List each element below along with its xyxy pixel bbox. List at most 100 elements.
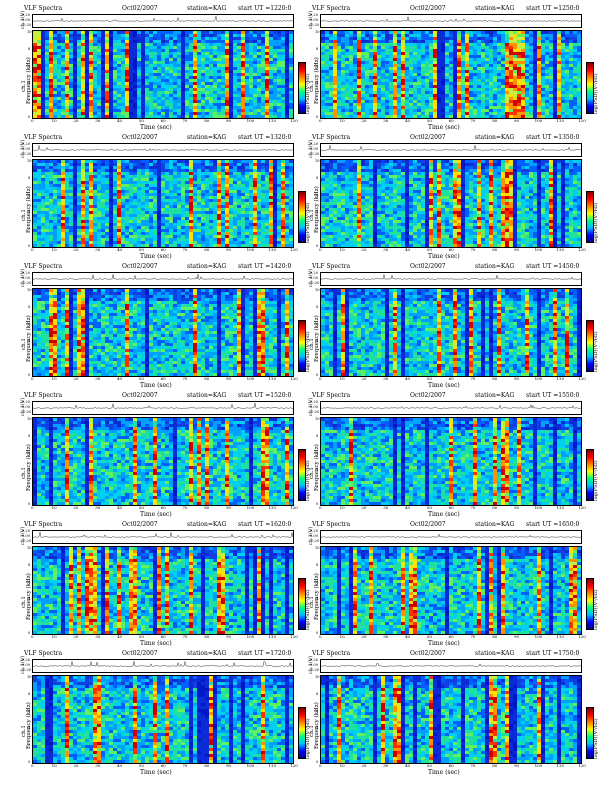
spectrogram-cell bbox=[105, 235, 109, 238]
spectrogram-cell bbox=[181, 67, 185, 70]
spectrogram-cell bbox=[169, 190, 173, 193]
spectrogram-cell bbox=[273, 49, 277, 52]
spectrogram-cell bbox=[393, 58, 397, 61]
spectrogram-cell bbox=[165, 208, 169, 211]
spectrogram-cell bbox=[481, 58, 485, 61]
spectrogram-cell bbox=[133, 181, 137, 184]
spectrogram-cell bbox=[277, 76, 281, 79]
time-tick-label: 110 bbox=[556, 118, 564, 123]
spectrogram-cell bbox=[273, 85, 277, 88]
spectrogram-cell bbox=[405, 52, 409, 55]
spectrogram-cell bbox=[129, 238, 133, 241]
spectrogram-cell bbox=[217, 58, 221, 61]
spectrogram-cell bbox=[405, 31, 409, 34]
spectrogram-cell bbox=[269, 106, 273, 109]
spectrogram-cell bbox=[181, 52, 185, 55]
spectrogram-cell bbox=[121, 88, 125, 91]
spectrogram-cell bbox=[149, 88, 153, 91]
spectrogram-cell bbox=[273, 52, 277, 55]
spectrogram-cell bbox=[145, 67, 149, 70]
spectrogram-cell bbox=[405, 49, 409, 52]
spectrogram-cell bbox=[81, 106, 85, 109]
spectrogram-cell bbox=[437, 34, 441, 37]
spectrogram-cell bbox=[117, 34, 121, 37]
spectrogram-cell bbox=[41, 202, 45, 205]
spectrogram-cell bbox=[61, 226, 65, 229]
spectrogram-cell bbox=[477, 88, 481, 91]
spectrogram-cell bbox=[393, 103, 397, 106]
spectrogram-cell bbox=[513, 73, 517, 76]
spectrogram-cell bbox=[217, 55, 221, 58]
spectrogram-cell bbox=[93, 172, 97, 175]
spectrogram-cell bbox=[41, 178, 45, 181]
spectrogram-cell bbox=[121, 244, 125, 247]
spectrogram-cell bbox=[73, 223, 77, 226]
spectrogram-cell bbox=[101, 202, 105, 205]
spectrogram-cell bbox=[529, 91, 533, 94]
spectrogram-cell bbox=[465, 40, 469, 43]
spectrogram-cell bbox=[565, 94, 569, 97]
spectrogram-cell bbox=[105, 217, 109, 220]
spectrogram-cell bbox=[53, 160, 57, 163]
spectrogram-cell bbox=[37, 61, 41, 64]
spectrogram-cell bbox=[45, 103, 49, 106]
spectrogram-cell bbox=[385, 91, 389, 94]
spectrogram-cell bbox=[153, 193, 157, 196]
spectrogram-cell bbox=[505, 100, 509, 103]
spectrogram-cell bbox=[325, 49, 329, 52]
spectrogram-cell bbox=[333, 112, 337, 115]
spectrogram-cell bbox=[97, 37, 101, 40]
spectrogram-cell bbox=[37, 211, 41, 214]
spectrogram-cell bbox=[413, 64, 417, 67]
spectrogram-cell bbox=[37, 70, 41, 73]
spectrogram-cell bbox=[345, 67, 349, 70]
spectrogram-cell bbox=[481, 82, 485, 85]
spectrogram-cell bbox=[157, 70, 161, 73]
spectrogram-cell bbox=[233, 64, 237, 67]
spectrogram-cell bbox=[53, 232, 57, 235]
spectrogram-cell bbox=[381, 88, 385, 91]
spectrogram-cell bbox=[365, 31, 369, 34]
spectrogram-cell bbox=[525, 64, 529, 67]
spectrogram-cell bbox=[121, 229, 125, 232]
spectrogram-cell bbox=[537, 106, 541, 109]
spectrogram-cell bbox=[429, 103, 433, 106]
spectrogram-cell bbox=[93, 76, 97, 79]
spectrogram-cell bbox=[425, 88, 429, 91]
spectrogram-cell bbox=[173, 49, 177, 52]
spectrogram-cell bbox=[197, 103, 201, 106]
spectrogram-cell bbox=[405, 97, 409, 100]
spectrogram-cell bbox=[133, 217, 137, 220]
spectrogram-cell bbox=[193, 112, 197, 115]
spectrogram-cell bbox=[493, 82, 497, 85]
spectrogram-cell bbox=[369, 52, 373, 55]
spectrogram-cell bbox=[129, 103, 133, 106]
spectrogram-cell bbox=[245, 46, 249, 49]
spectrogram-cell bbox=[465, 91, 469, 94]
spectrogram-cell bbox=[405, 109, 409, 112]
spectrogram-cell bbox=[361, 82, 365, 85]
spectrogram-cell bbox=[341, 49, 345, 52]
spectrogram-cell bbox=[561, 40, 565, 43]
spectrogram-cell bbox=[109, 31, 113, 34]
spectrogram-cell bbox=[449, 43, 453, 46]
spectrogram-cell bbox=[197, 40, 201, 43]
spectrogram-cell bbox=[89, 40, 93, 43]
spectrogram-cell bbox=[121, 199, 125, 202]
spectrogram-cell bbox=[385, 67, 389, 70]
spectrogram-cell bbox=[105, 169, 109, 172]
spectrogram-cell bbox=[69, 43, 73, 46]
spectrogram-cell bbox=[509, 82, 513, 85]
spectrogram-cell bbox=[169, 79, 173, 82]
spectrogram-cell bbox=[157, 178, 161, 181]
spectrogram-cell bbox=[65, 178, 69, 181]
spectrogram-cell bbox=[181, 61, 185, 64]
spectrogram-cell bbox=[133, 163, 137, 166]
spectrogram-cell bbox=[73, 202, 77, 205]
spectrogram-cell bbox=[45, 190, 49, 193]
spectrogram-cell bbox=[261, 49, 265, 52]
spectrogram-cell bbox=[97, 211, 101, 214]
spectrogram-cell bbox=[153, 100, 157, 103]
spectrogram-cell bbox=[93, 238, 97, 241]
spectrogram-cell bbox=[269, 115, 273, 118]
